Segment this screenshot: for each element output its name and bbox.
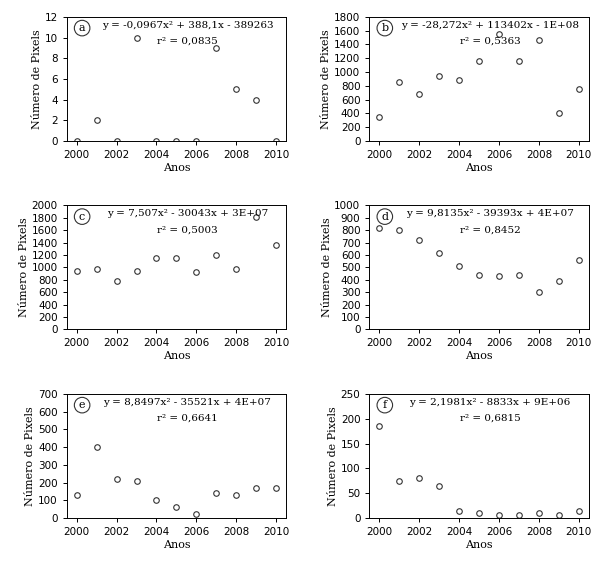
Text: r² = 0,6641: r² = 0,6641 [157,414,218,423]
Text: e: e [79,400,86,410]
X-axis label: Anos: Anos [466,540,493,549]
Text: d: d [381,212,388,222]
Text: r² = 0,5363: r² = 0,5363 [459,37,520,46]
Y-axis label: Número de Pixels: Número de Pixels [321,29,331,129]
Text: y = 9,8135x² - 39393x + 4E+07: y = 9,8135x² - 39393x + 4E+07 [406,209,574,218]
Text: y = -0,0967x² + 388,1x - 389263: y = -0,0967x² + 388,1x - 389263 [101,21,273,30]
X-axis label: Anos: Anos [466,351,493,361]
Text: y = 2,1981x² - 8833x + 9E+06: y = 2,1981x² - 8833x + 9E+06 [410,397,571,406]
Text: y = 7,507x² - 30043x + 3E+07: y = 7,507x² - 30043x + 3E+07 [107,209,268,218]
Text: r² = 0,6815: r² = 0,6815 [459,414,520,423]
Y-axis label: Número de Pixels: Número de Pixels [25,406,35,506]
Text: y = 8,8497x² - 35521x + 4E+07: y = 8,8497x² - 35521x + 4E+07 [103,397,271,406]
Y-axis label: Número de Pixels: Número de Pixels [19,217,29,318]
X-axis label: Anos: Anos [163,163,190,173]
X-axis label: Anos: Anos [466,163,493,173]
Y-axis label: Número de Pixels: Número de Pixels [32,29,42,129]
Text: y = -28,272x² + 113402x - 1E+08: y = -28,272x² + 113402x - 1E+08 [401,21,579,30]
Text: c: c [79,212,85,222]
Text: r² = 0,5003: r² = 0,5003 [157,225,218,234]
Text: f: f [383,400,387,410]
X-axis label: Anos: Anos [163,540,190,549]
X-axis label: Anos: Anos [163,351,190,361]
Text: a: a [79,23,86,33]
Text: b: b [381,23,388,33]
Y-axis label: Número de Pixels: Número de Pixels [328,406,338,506]
Text: r² = 0,8452: r² = 0,8452 [459,225,520,234]
Text: r² = 0,0835: r² = 0,0835 [157,37,218,46]
Y-axis label: Número de Pixels: Número de Pixels [322,217,331,318]
